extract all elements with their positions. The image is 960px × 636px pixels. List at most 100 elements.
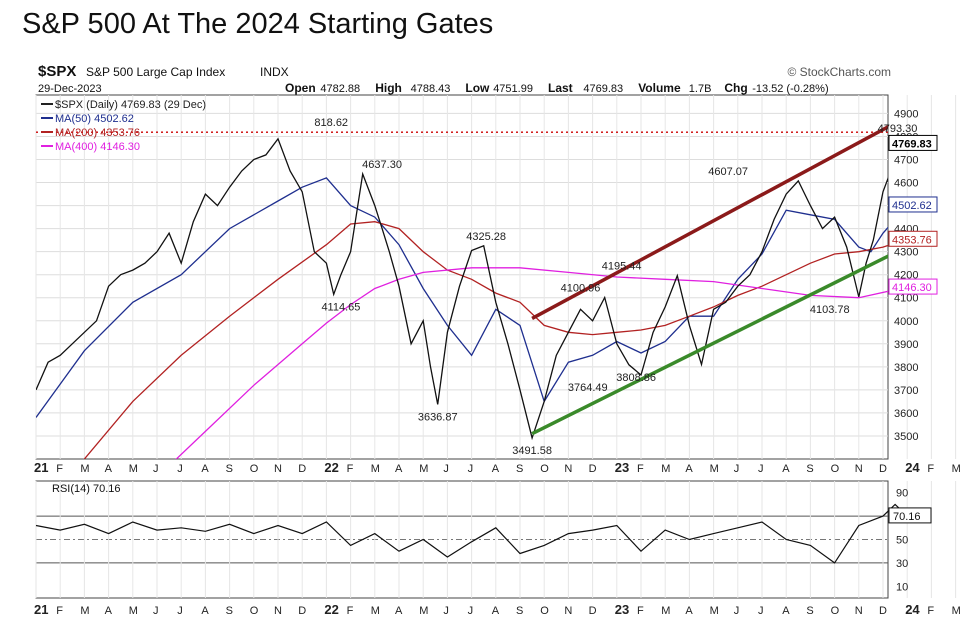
price-label-text-0: 4769.83 bbox=[892, 138, 932, 150]
quote-value-0: 4782.88 bbox=[320, 83, 360, 95]
price-label-box-1 bbox=[888, 196, 938, 213]
annotations: 818.62 4637.30 4114.65 4325.28 3636.87 3491.5… bbox=[314, 117, 917, 457]
x-axis-rsi-tick-23: D bbox=[589, 605, 597, 617]
price-tick-label-6: 4100 bbox=[894, 293, 918, 305]
price-y-axis: 3500360037003800390040004100420043004400… bbox=[894, 108, 918, 443]
x-axis-main-tick-29: J bbox=[734, 463, 740, 475]
x-axis-main: 21 F M A M J J A S O N D 22 F M A M J J A S O N D 23 F M A M J J A S O N D 2… bbox=[34, 460, 960, 475]
trendlines bbox=[531, 124, 888, 436]
x-axis-rsi-tick-29: J bbox=[734, 605, 740, 617]
price-tick-label-8: 4300 bbox=[894, 247, 918, 259]
x-axis-rsi-tick-5: J bbox=[153, 605, 159, 617]
x-axis-rsi-tick-13: F bbox=[347, 605, 354, 617]
x-axis-main-tick-31: A bbox=[782, 463, 790, 475]
legend-entry-0: $SPX (Daily) 4769.83 (29 Dec) bbox=[55, 99, 206, 111]
x-axis-main-tick-3: A bbox=[105, 463, 113, 475]
quote-value-3: 4769.83 bbox=[583, 83, 623, 95]
rsi-tick-label-2: 50 bbox=[896, 535, 908, 547]
x-axis-main-tick-4: M bbox=[129, 463, 138, 475]
rsi-tick-label-4: 10 bbox=[896, 581, 908, 593]
x-axis-rsi-tick-33: O bbox=[831, 605, 840, 617]
price-labels: 4769.83 4502.62 4353.76 4146.30 bbox=[888, 134, 938, 295]
price-series-line bbox=[36, 137, 888, 441]
ma-line-0 bbox=[36, 177, 888, 418]
x-axis-main-tick-26: M bbox=[661, 463, 670, 475]
x-axis-rsi-tick-16: M bbox=[419, 605, 428, 617]
chart-date: 29-Dec-2023 bbox=[38, 83, 102, 95]
quote-value-1: 4788.43 bbox=[411, 83, 451, 95]
x-axis-main-tick-25: F bbox=[637, 463, 644, 475]
x-axis-rsi-tick-22: N bbox=[564, 605, 572, 617]
x-axis-rsi-tick-12: 22 bbox=[324, 602, 338, 617]
annotation-label-2: 4114.65 bbox=[321, 301, 360, 313]
x-axis-rsi-tick-25: F bbox=[637, 605, 644, 617]
x-axis-main-tick-22: N bbox=[564, 463, 572, 475]
quote-label-2: Low bbox=[465, 81, 490, 95]
x-axis-rsi-tick-0: 21 bbox=[34, 602, 48, 617]
annotation-label-11: 4103.78 bbox=[810, 304, 850, 316]
price-tick-label-0: 3500 bbox=[894, 431, 918, 443]
x-axis-main-tick-34: N bbox=[855, 463, 863, 475]
rsi-value-label: 70.16 bbox=[893, 511, 921, 523]
x-axis-rsi-tick-24: 23 bbox=[615, 602, 629, 617]
price-label-box-3 bbox=[888, 278, 938, 295]
quote-value-5: -13.52 (-0.28%) bbox=[752, 83, 828, 95]
legend-entry-2: MA(200) 4353.76 bbox=[55, 127, 140, 139]
x-axis-main-tick-0: 21 bbox=[34, 460, 48, 475]
x-axis-rsi: 21 F M A M J J A S O N D 22 F M A M J J A S O N D 23 F M A M J J A S O N D 2… bbox=[34, 602, 960, 617]
x-axis-main-tick-21: O bbox=[540, 463, 549, 475]
price-label-box-0 bbox=[888, 134, 938, 151]
price-label-text-3: 4146.30 bbox=[892, 282, 932, 294]
x-axis-main-tick-5: J bbox=[153, 463, 159, 475]
rsi-grid bbox=[35, 481, 957, 598]
x-axis-main-tick-30: J bbox=[758, 463, 764, 475]
annotation-label-1: 4637.30 bbox=[362, 159, 402, 171]
legend-entry-1: MA(50) 4502.62 bbox=[55, 113, 134, 125]
x-axis-rsi-tick-9: O bbox=[250, 605, 259, 617]
x-axis-rsi-tick-11: D bbox=[298, 605, 306, 617]
x-axis-rsi-tick-30: J bbox=[758, 605, 764, 617]
annotation-label-5: 3491.58 bbox=[512, 445, 552, 457]
x-axis-main-tick-28: M bbox=[710, 463, 719, 475]
quote-row: Open 4782.88 High 4788.43 Low 4751.99 Last 4769… bbox=[285, 81, 829, 95]
annotation-label-8: 3764.49 bbox=[568, 382, 608, 394]
x-axis-rsi-tick-19: A bbox=[492, 605, 500, 617]
quote-label-3: Last bbox=[548, 81, 573, 95]
x-axis-main-tick-13: F bbox=[347, 463, 354, 475]
rsi-y-axis: 907050301070.16 bbox=[888, 488, 932, 593]
x-axis-main-tick-12: 22 bbox=[324, 460, 338, 475]
annotation-label-3: 4325.28 bbox=[466, 231, 506, 243]
annotation-label-9: 3808.86 bbox=[616, 372, 656, 384]
x-axis-rsi-tick-15: A bbox=[395, 605, 403, 617]
x-axis-rsi-tick-7: A bbox=[201, 605, 209, 617]
x-axis-main-tick-35: D bbox=[879, 463, 887, 475]
x-axis-rsi-tick-28: M bbox=[710, 605, 719, 617]
chart-brand: © StockCharts.com bbox=[787, 65, 891, 79]
x-axis-main-tick-38: M bbox=[952, 463, 960, 475]
x-axis-main-tick-1: F bbox=[56, 463, 63, 475]
quote-label-0: Open bbox=[285, 81, 316, 95]
x-axis-rsi-tick-26: M bbox=[661, 605, 670, 617]
annotation-label-12: 4793.30 bbox=[878, 123, 918, 135]
quote-label-5: Chg bbox=[724, 81, 747, 95]
x-axis-rsi-tick-1: F bbox=[56, 605, 63, 617]
price-label-box-2 bbox=[888, 230, 938, 247]
x-axis-main-tick-8: S bbox=[226, 463, 233, 475]
legend: $SPX (Daily) 4769.83 (29 Dec) MA(50) 4502… bbox=[41, 99, 206, 153]
x-axis-main-tick-36: 24 bbox=[905, 460, 920, 475]
price-tick-label-3: 3800 bbox=[894, 362, 918, 374]
ma-line-2 bbox=[175, 267, 888, 459]
slide-title: S&P 500 At The 2024 Starting Gates bbox=[22, 8, 494, 40]
annotation-label-4: 3636.87 bbox=[418, 411, 458, 423]
x-axis-rsi-tick-18: J bbox=[468, 605, 474, 617]
rsi-value-box bbox=[888, 507, 932, 524]
x-axis-rsi-tick-21: O bbox=[540, 605, 549, 617]
x-axis-main-tick-33: O bbox=[831, 463, 840, 475]
x-axis-rsi-tick-27: A bbox=[685, 605, 693, 617]
price-tick-label-1: 3600 bbox=[894, 408, 918, 420]
quote-value-2: 4751.99 bbox=[493, 83, 533, 95]
x-axis-main-tick-24: 23 bbox=[615, 460, 629, 475]
chart-index-name: S&P 500 Large Cap Index bbox=[86, 65, 225, 79]
x-axis-main-tick-27: A bbox=[685, 463, 693, 475]
x-axis-main-tick-32: S bbox=[806, 463, 813, 475]
